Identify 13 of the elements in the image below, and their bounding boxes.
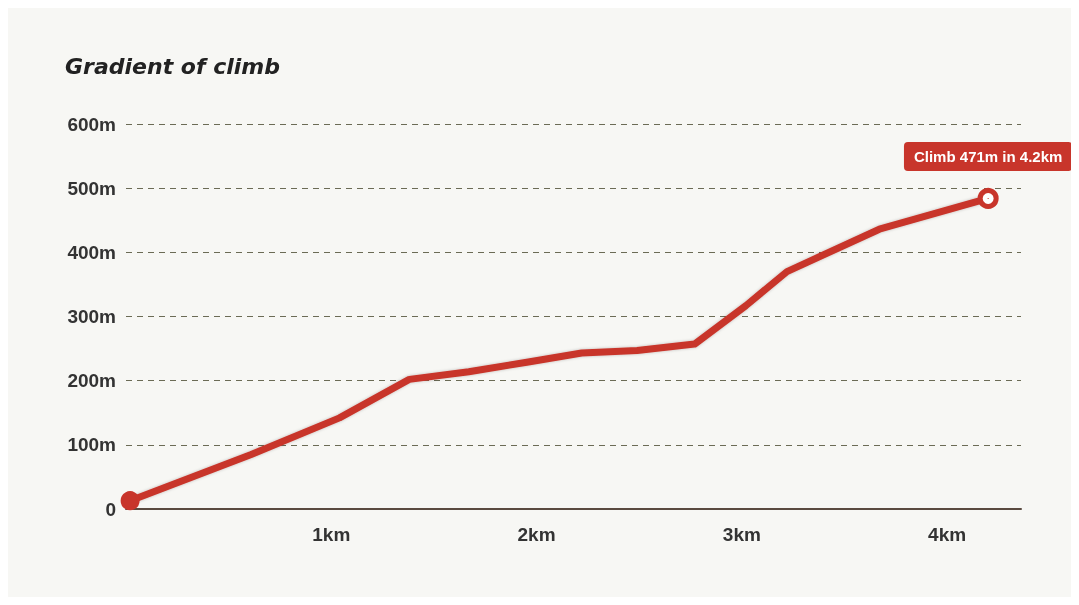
- annotation: Climb 471m in 4.2km: [913, 147, 1063, 165]
- x-tick-label: 4km: [928, 524, 967, 545]
- x-tick-label: 2km: [517, 524, 556, 545]
- x-tick-label: 3km: [722, 524, 761, 545]
- y-tick-label: 500m: [67, 177, 116, 199]
- y-tick-label: 0: [105, 498, 116, 520]
- y-tick-label: 600m: [67, 113, 116, 135]
- x-tick-label: 1km: [312, 524, 351, 545]
- y-tick-label: 400m: [67, 241, 116, 263]
- y-tick-label: 200m: [67, 370, 116, 392]
- y-tick-label: 100m: [67, 434, 116, 456]
- chart-title: Gradient of climb: [65, 53, 280, 79]
- y-tick-label: 300m: [67, 306, 116, 327]
